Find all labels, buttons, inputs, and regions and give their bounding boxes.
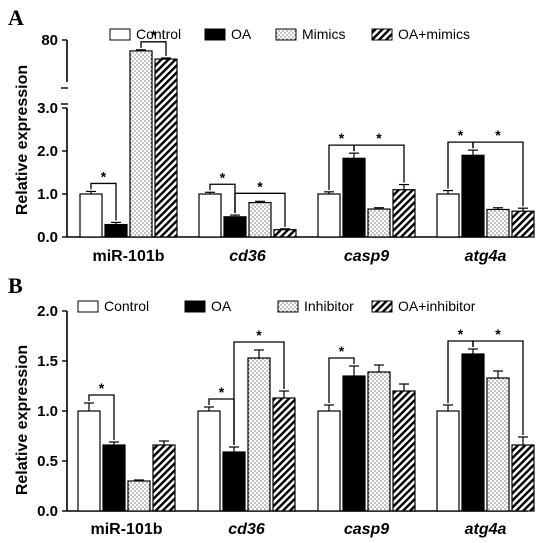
bar xyxy=(79,193,103,238)
panel-b: B Relative expression 0.0 0.5 1.0 1.5 2.0 Contr… xyxy=(8,273,535,538)
bar xyxy=(461,154,485,238)
significance-star: * xyxy=(458,127,464,143)
significance-star: * xyxy=(99,380,105,396)
y-axis-label: Relative expression xyxy=(14,345,31,495)
bar xyxy=(273,229,297,238)
legend-swatch xyxy=(184,300,206,313)
panel-a: A Relative expression 0.0 1.0 2.0 3.0 80 Contro… xyxy=(8,5,535,265)
bar xyxy=(367,371,391,512)
significance-bracket xyxy=(472,141,524,207)
bar xyxy=(223,216,247,238)
bar xyxy=(511,444,535,512)
significance-star: * xyxy=(376,130,382,146)
bar xyxy=(104,223,128,238)
bar xyxy=(367,208,391,238)
significance-star: * xyxy=(151,27,157,43)
significance-star: * xyxy=(256,327,262,343)
significance-star: * xyxy=(339,343,345,359)
y-tick-label: 1.5 xyxy=(37,353,58,370)
bar xyxy=(342,157,366,238)
category-label: casp9 xyxy=(344,521,389,538)
legend-label: OA+mimics xyxy=(398,26,470,42)
bar xyxy=(127,480,151,512)
significance-bracket xyxy=(472,340,524,435)
bar xyxy=(247,357,271,512)
significance-star: * xyxy=(101,168,107,184)
bar xyxy=(129,50,153,238)
bar xyxy=(77,410,101,512)
bar xyxy=(436,193,460,238)
y-tick-label: 0.5 xyxy=(37,453,58,470)
bar xyxy=(272,397,296,512)
legend-label: Control xyxy=(104,298,149,314)
significance-star: * xyxy=(339,130,345,146)
bar xyxy=(222,451,246,512)
significance-star: * xyxy=(495,127,501,143)
category-label: cd36 xyxy=(229,248,266,265)
legend-swatch xyxy=(275,28,297,41)
significance-bracket xyxy=(90,182,117,221)
bar xyxy=(486,377,510,512)
legend-label: OA xyxy=(231,26,252,42)
legend-swatch xyxy=(204,28,226,41)
legend-swatch xyxy=(109,28,131,41)
category-label: casp9 xyxy=(344,248,389,265)
significance-bracket xyxy=(328,357,355,403)
significance-star: * xyxy=(495,326,501,342)
bar xyxy=(102,444,126,512)
bar xyxy=(461,353,485,512)
significance-star: * xyxy=(458,326,464,342)
bar xyxy=(392,189,416,238)
legend-swatch xyxy=(371,300,393,313)
bar xyxy=(511,210,535,238)
significance-star: * xyxy=(220,169,226,185)
category-label: miR-101b xyxy=(90,521,162,538)
significance-bracket xyxy=(353,144,405,183)
significance-bracket xyxy=(88,394,115,440)
panel-letter: B xyxy=(8,273,23,298)
y-tick-label: 1.0 xyxy=(37,403,58,420)
panel-letter: A xyxy=(8,5,24,30)
category-label: miR-101b xyxy=(92,248,164,265)
y-tick-label: 2.0 xyxy=(37,303,58,320)
bar xyxy=(392,390,416,512)
bar xyxy=(154,58,178,238)
legend-swatch xyxy=(77,300,99,313)
legend-label: Mimics xyxy=(302,26,346,42)
y-tick-label: 1.0 xyxy=(37,186,58,203)
y-tick-label: 2.0 xyxy=(37,143,58,160)
legend-label: OA xyxy=(211,298,232,314)
significance-bracket xyxy=(233,341,285,445)
bar xyxy=(317,410,341,512)
bar xyxy=(436,410,460,512)
significance-bracket xyxy=(140,41,167,56)
bar xyxy=(248,202,272,238)
legend-label: OA+inhibitor xyxy=(398,298,476,314)
legend-label: Control xyxy=(136,26,181,42)
y-tick-label: 80 xyxy=(41,32,58,49)
bar xyxy=(198,193,222,238)
bar xyxy=(317,193,341,238)
significance-star: * xyxy=(219,384,225,400)
bar xyxy=(152,444,176,512)
y-axis-label: Relative expression xyxy=(14,65,31,215)
legend-swatch xyxy=(277,300,299,313)
significance-bracket xyxy=(234,192,286,227)
y-tick-label: 0.0 xyxy=(37,503,58,520)
category-label: atg4a xyxy=(465,248,507,265)
significance-star: * xyxy=(257,178,263,194)
bar xyxy=(197,410,221,512)
category-label: atg4a xyxy=(465,521,507,538)
legend-label: Inhibitor xyxy=(304,298,354,314)
bar xyxy=(342,375,366,512)
bar xyxy=(486,208,510,238)
category-label: cd36 xyxy=(228,521,265,538)
y-tick-label: 0.0 xyxy=(37,229,58,246)
legend-swatch xyxy=(371,28,393,41)
y-tick-label: 3.0 xyxy=(37,100,58,117)
